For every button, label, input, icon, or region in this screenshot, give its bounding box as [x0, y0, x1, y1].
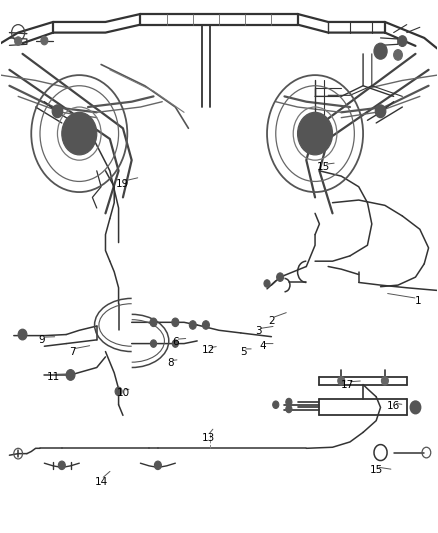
Circle shape	[52, 105, 63, 118]
Circle shape	[189, 321, 196, 329]
Circle shape	[394, 50, 403, 60]
Circle shape	[273, 401, 279, 408]
Circle shape	[18, 329, 27, 340]
Circle shape	[66, 369, 75, 380]
Circle shape	[154, 461, 161, 470]
Circle shape	[410, 401, 421, 414]
Text: 4: 4	[259, 341, 266, 351]
Text: 10: 10	[117, 388, 130, 398]
Circle shape	[172, 340, 178, 348]
Text: 13: 13	[201, 433, 215, 443]
Text: 19: 19	[116, 179, 129, 189]
Circle shape	[58, 461, 65, 470]
Text: 9: 9	[39, 335, 46, 345]
Circle shape	[41, 36, 48, 45]
Circle shape	[381, 376, 389, 385]
Text: 14: 14	[95, 477, 108, 487]
Circle shape	[286, 398, 292, 406]
Circle shape	[172, 318, 179, 327]
Circle shape	[286, 405, 292, 413]
Text: 2: 2	[268, 316, 275, 326]
Circle shape	[62, 112, 97, 155]
Circle shape	[202, 321, 209, 329]
Text: 15: 15	[370, 465, 383, 474]
Text: 12: 12	[201, 345, 215, 356]
Text: 16: 16	[387, 401, 400, 411]
Circle shape	[115, 387, 122, 395]
Circle shape	[374, 43, 387, 59]
Text: 17: 17	[341, 379, 354, 390]
Circle shape	[264, 280, 270, 287]
Circle shape	[338, 376, 345, 385]
Circle shape	[398, 36, 407, 46]
Circle shape	[14, 37, 21, 45]
Text: 8: 8	[168, 358, 174, 368]
Text: 7: 7	[69, 346, 76, 357]
Circle shape	[297, 112, 332, 155]
Circle shape	[277, 273, 284, 281]
Text: 11: 11	[46, 372, 60, 382]
Text: 5: 5	[240, 346, 246, 357]
Circle shape	[150, 340, 156, 348]
Text: 6: 6	[172, 337, 179, 347]
Text: 15: 15	[317, 161, 330, 172]
Circle shape	[375, 105, 386, 118]
Text: 1: 1	[414, 296, 421, 306]
Circle shape	[150, 318, 157, 327]
Text: 3: 3	[255, 326, 261, 336]
